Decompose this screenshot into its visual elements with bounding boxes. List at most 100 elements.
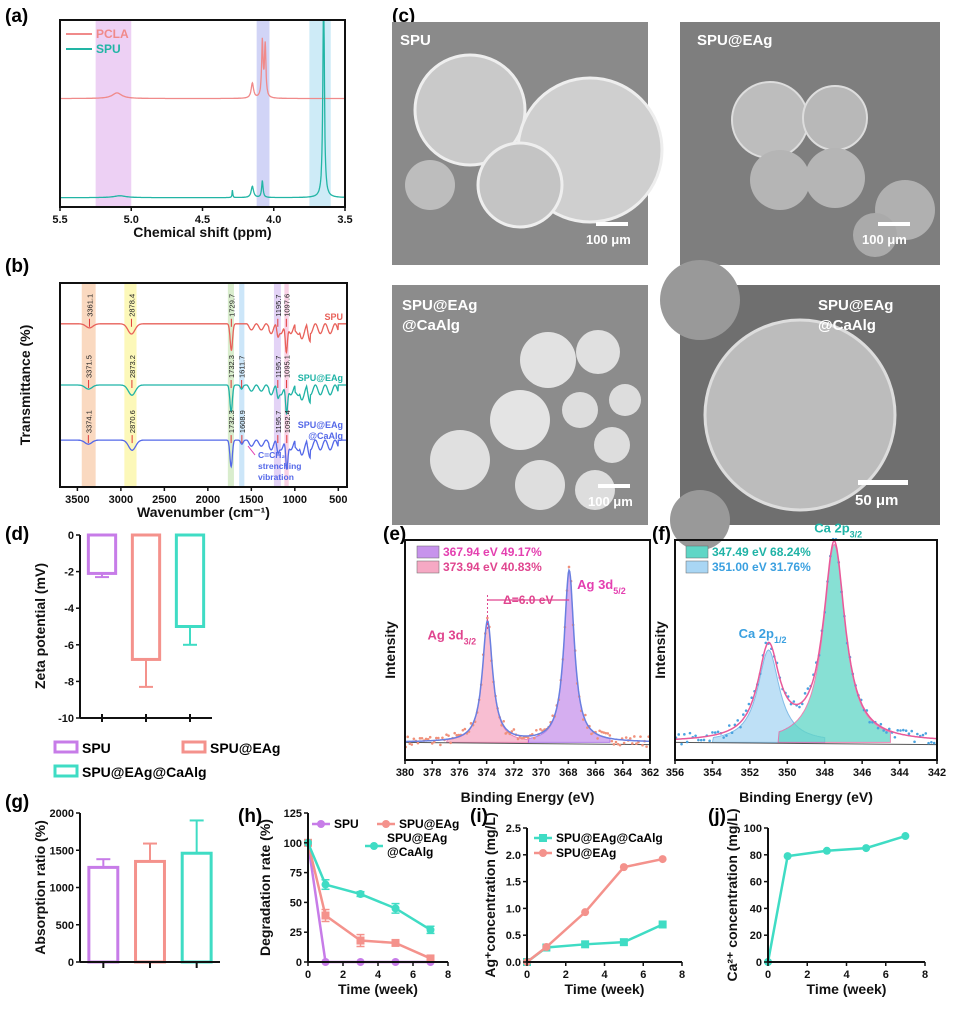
data-point xyxy=(612,743,616,746)
bar-spu xyxy=(87,865,120,964)
y-tick-label: 1500 xyxy=(50,845,74,857)
panel-label-h: (h) xyxy=(238,806,262,827)
data-point xyxy=(622,741,626,745)
data-point xyxy=(504,732,508,735)
sem-image-spu-eag-caalg-low: SPU@EAg @CaAlg 100 μm xyxy=(392,285,648,525)
bar-spu-eag xyxy=(130,533,162,661)
data-point xyxy=(899,729,902,732)
data-point xyxy=(739,725,742,729)
y-tick-label: 2.5 xyxy=(506,823,521,835)
data-point xyxy=(526,736,530,740)
data-point xyxy=(893,735,897,739)
x-tick-label: 0 xyxy=(305,969,311,981)
scale-label: 100 μm xyxy=(586,232,631,247)
data-point xyxy=(391,938,400,947)
peak-label: Ca 2p1/2 xyxy=(739,626,787,645)
x-tick-label: 352 xyxy=(741,767,759,779)
peak-label: 1195.7 xyxy=(274,356,283,378)
data-point xyxy=(927,741,930,745)
panel-label-f: (f) xyxy=(652,524,671,545)
x-tick-label: 5.5 xyxy=(52,214,67,226)
data-point xyxy=(619,938,628,947)
peak-label: 3374.1 xyxy=(84,410,93,433)
bar-spu-eag xyxy=(134,859,166,964)
data-point xyxy=(910,729,914,733)
y-tick-label: 1000 xyxy=(50,883,74,895)
peak-label: 1729.7 xyxy=(227,294,236,317)
data-point xyxy=(658,920,667,929)
x-tick-label: 4 xyxy=(843,969,850,981)
data-point xyxy=(608,734,612,737)
series-line xyxy=(306,842,431,964)
data-point xyxy=(426,925,435,934)
x-tick-label: 6 xyxy=(640,969,646,981)
x-tick-label: 376 xyxy=(450,767,468,779)
highlight-band xyxy=(95,21,132,206)
y-tick-label: -2 xyxy=(64,567,74,579)
y-axis-label: Absorption ratio (%) xyxy=(32,820,48,955)
panel-label-a: (a) xyxy=(5,6,28,27)
scale-bar xyxy=(596,222,628,226)
chart-h-line: 0 2 4 6 8 0 25 50 75 100 125 Time (week) Degradation… xyxy=(257,808,459,997)
x-axis-label: Time (week) xyxy=(338,981,418,997)
bar-spu-eag-caalg xyxy=(180,851,213,964)
legend-swatch xyxy=(53,764,79,778)
data-point xyxy=(461,728,465,732)
data-point xyxy=(736,719,739,722)
data-point xyxy=(435,736,438,740)
peak-label: 2873.2 xyxy=(128,355,137,378)
y-tick-label: 1.0 xyxy=(506,903,521,915)
data-point xyxy=(356,936,365,945)
y-tick-label: 0 xyxy=(68,530,74,542)
data-point xyxy=(896,729,899,732)
y-axis-label: Zeta potential (mV) xyxy=(32,563,48,689)
background-line xyxy=(674,741,938,746)
y-tick-label: 125 xyxy=(284,808,302,820)
data-point xyxy=(631,742,634,745)
sem-title: @CaAlg xyxy=(818,317,876,334)
data-point xyxy=(602,731,606,734)
peak-label: 1097.6 xyxy=(282,294,291,317)
legend-label: 347.49 eV 68.24% xyxy=(712,545,811,559)
data-point xyxy=(680,742,683,746)
y-tick-label: 50 xyxy=(290,897,302,909)
data-point xyxy=(904,729,908,732)
data-point xyxy=(694,734,697,738)
x-tick-label: 348 xyxy=(816,767,834,779)
data-point xyxy=(697,738,700,742)
delta-label: Δ=6.0 eV xyxy=(503,593,553,607)
x-tick-label: 1000 xyxy=(283,494,307,506)
legend-marker xyxy=(370,842,378,850)
chart-i-line: 0 2 4 6 8 0.0 0.5 1.0 1.5 2.0 2.5 Time (week) Ag⁺con… xyxy=(482,812,685,997)
y-tick-label: 1.5 xyxy=(506,877,521,889)
x-tick-label: 2 xyxy=(804,969,810,981)
annotation: vibration xyxy=(258,472,294,482)
data-point xyxy=(907,732,911,735)
data-point xyxy=(879,722,883,726)
data-point xyxy=(725,734,728,737)
data-point xyxy=(598,729,601,733)
chart-e-xps: 367.94 eV 49.17%373.94 eV 40.83% Ag 3d3/2… xyxy=(382,539,659,805)
data-point xyxy=(439,743,442,747)
sem-image-spu: SPU 100 μm xyxy=(392,22,664,265)
y-tick-label: 0.5 xyxy=(506,930,521,942)
data-point xyxy=(408,742,412,746)
data-point xyxy=(416,741,420,745)
legend-swatch xyxy=(416,560,440,574)
data-point xyxy=(885,731,888,734)
y-tick-label: 0 xyxy=(756,957,762,969)
panel-label-e: (e) xyxy=(383,524,406,545)
data-point xyxy=(516,737,520,741)
y-axis-label: Transmittance (%) xyxy=(17,325,33,446)
y-tick-label: -6 xyxy=(64,640,74,652)
legend-label: SPU xyxy=(334,817,359,831)
series-label: @CaAlg xyxy=(308,431,343,441)
y-tick-label: 0.0 xyxy=(506,957,521,969)
data-point xyxy=(887,727,891,731)
peak-label: 1732.3 xyxy=(227,355,236,378)
x-tick-label: 5.0 xyxy=(124,214,139,226)
data-point xyxy=(628,737,632,740)
